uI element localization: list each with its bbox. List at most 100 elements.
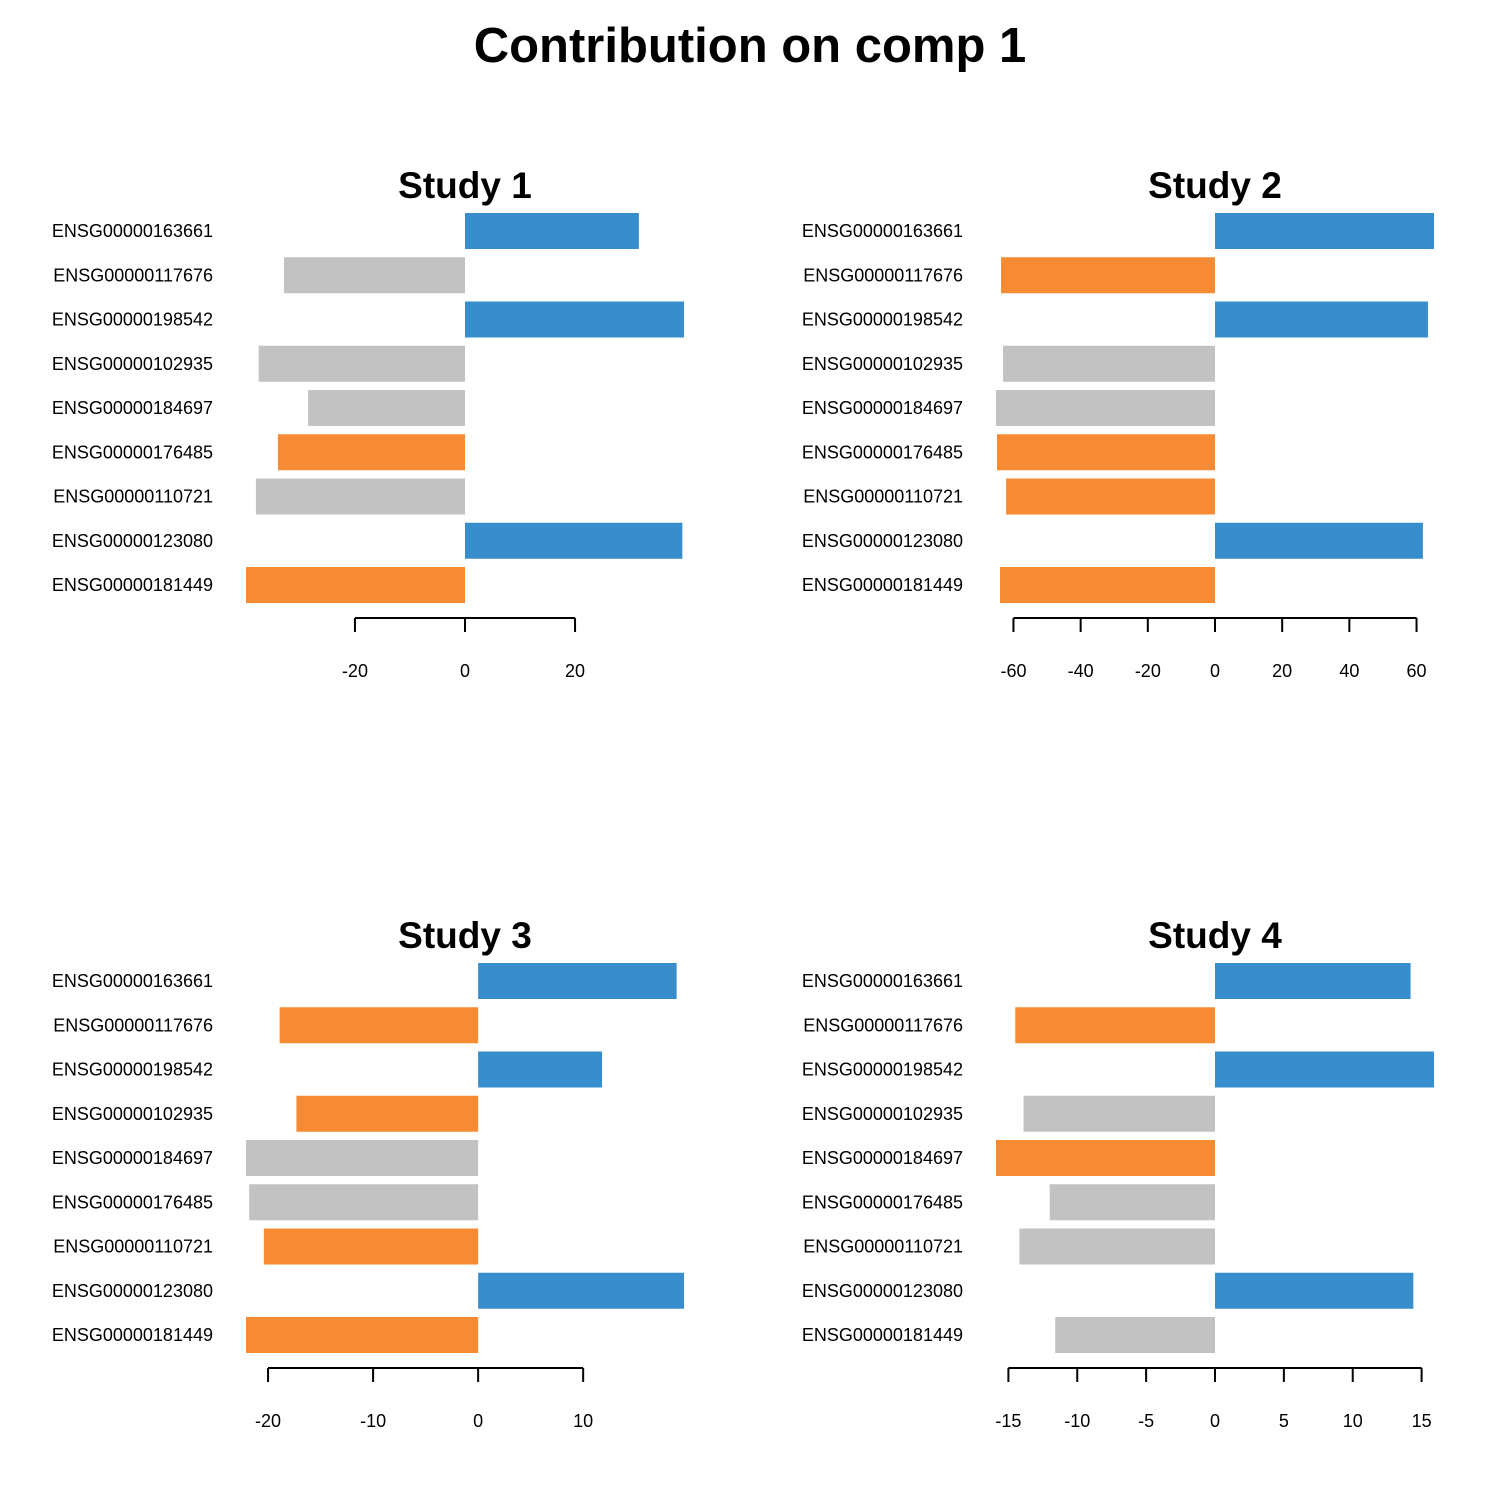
bar <box>255 478 465 515</box>
x-tick-label: -10 <box>360 1411 386 1431</box>
gene-label: ENSG00000102935 <box>802 1104 963 1124</box>
bar <box>465 301 684 338</box>
x-tick-label: 40 <box>1339 661 1359 681</box>
bar <box>1215 301 1428 338</box>
gene-label: ENSG00000110721 <box>803 1237 963 1257</box>
x-tick-label: -5 <box>1138 1411 1154 1431</box>
bar <box>308 390 465 426</box>
bar <box>1006 478 1215 515</box>
bar <box>246 567 465 603</box>
gene-label: ENSG00000163661 <box>802 971 963 991</box>
gene-label: ENSG00000163661 <box>52 221 213 241</box>
bar <box>465 522 683 559</box>
x-tick-label: 0 <box>460 661 470 681</box>
bar <box>279 1007 479 1044</box>
gene-label: ENSG00000163661 <box>52 971 213 991</box>
gene-label: ENSG00000117676 <box>53 1015 213 1035</box>
x-tick-label: -10 <box>1064 1411 1090 1431</box>
bar <box>1215 1272 1414 1309</box>
bar <box>996 1140 1215 1176</box>
gene-label: ENSG00000163661 <box>802 221 963 241</box>
bar <box>1000 567 1215 603</box>
gene-label: ENSG00000176485 <box>52 442 213 462</box>
gene-label: ENSG00000110721 <box>803 487 963 507</box>
x-tick-label: 20 <box>565 661 585 681</box>
gene-label: ENSG00000184697 <box>52 1148 213 1168</box>
bar <box>246 1140 479 1176</box>
panel-title: Study 1 <box>398 165 532 206</box>
x-tick-label: 0 <box>1210 661 1220 681</box>
bar <box>1003 345 1215 382</box>
x-tick-label: 0 <box>473 1411 483 1431</box>
bar <box>1001 257 1215 294</box>
gene-label: ENSG00000181449 <box>802 575 963 595</box>
bar <box>997 434 1215 471</box>
gene-label: ENSG00000117676 <box>803 1015 963 1035</box>
x-tick-label: 0 <box>1210 1411 1220 1431</box>
gene-label: ENSG00000123080 <box>802 531 963 551</box>
gene-label: ENSG00000198542 <box>802 310 963 330</box>
gene-label: ENSG00000181449 <box>802 1325 963 1345</box>
gene-label: ENSG00000102935 <box>802 354 963 374</box>
x-tick-label: 10 <box>1343 1411 1363 1431</box>
bar <box>1215 1051 1434 1088</box>
x-tick-label: -20 <box>342 661 368 681</box>
x-tick-label: -20 <box>255 1411 281 1431</box>
gene-label: ENSG00000181449 <box>52 1325 213 1345</box>
x-tick-label: -15 <box>995 1411 1021 1431</box>
x-tick-label: -60 <box>1000 661 1026 681</box>
x-tick-label: 20 <box>1272 661 1292 681</box>
bar <box>1023 1095 1215 1132</box>
bar <box>1215 522 1423 559</box>
gene-label: ENSG00000184697 <box>802 1148 963 1168</box>
panel-study-4: Study 4 ENSG00000163661 ENSG00000117676 ENS… <box>802 915 1434 1431</box>
panel-title: Study 4 <box>1148 915 1282 956</box>
x-tick-label: -40 <box>1068 661 1094 681</box>
panel-title: Study 3 <box>398 915 532 956</box>
panel-study-2: Study 2 ENSG00000163661 ENSG00000117676 ENS… <box>802 165 1434 681</box>
gene-label: ENSG00000123080 <box>52 531 213 551</box>
bar <box>296 1095 479 1132</box>
x-tick-label: -20 <box>1135 661 1161 681</box>
bar <box>1015 1007 1215 1044</box>
gene-label: ENSG00000117676 <box>53 265 213 285</box>
bar <box>1055 1317 1215 1353</box>
bar <box>1215 213 1434 249</box>
gene-label: ENSG00000117676 <box>803 265 963 285</box>
bar <box>465 213 639 249</box>
gene-label: ENSG00000176485 <box>802 442 963 462</box>
gene-label: ENSG00000123080 <box>52 1281 213 1301</box>
bar <box>283 257 465 294</box>
gene-label: ENSG00000184697 <box>802 398 963 418</box>
bar <box>1215 963 1411 999</box>
gene-label: ENSG00000198542 <box>52 1060 213 1080</box>
panel-study-1: Study 1 ENSG00000163661 ENSG00000117676 ENS… <box>52 165 684 681</box>
gene-label: ENSG00000110721 <box>53 1237 213 1257</box>
bar <box>258 345 465 382</box>
bar <box>1019 1228 1215 1265</box>
bar <box>478 963 677 999</box>
x-tick-label: 10 <box>573 1411 593 1431</box>
gene-label: ENSG00000123080 <box>802 1281 963 1301</box>
bar <box>277 434 465 471</box>
gene-label: ENSG00000181449 <box>52 575 213 595</box>
bar <box>996 390 1215 426</box>
bar <box>478 1272 684 1309</box>
bar <box>246 1317 479 1353</box>
bar <box>263 1228 479 1265</box>
gene-label: ENSG00000176485 <box>802 1192 963 1212</box>
gene-label: ENSG00000184697 <box>52 398 213 418</box>
panel-study-3: Study 3 ENSG00000163661 ENSG00000117676 ENS… <box>52 915 684 1431</box>
main-title: Contribution on comp 1 <box>473 19 1027 73</box>
gene-label: ENSG00000110721 <box>53 487 213 507</box>
panel-title: Study 2 <box>1148 165 1282 206</box>
gene-label: ENSG00000198542 <box>802 1060 963 1080</box>
gene-label: ENSG00000102935 <box>52 354 213 374</box>
bar <box>478 1051 603 1088</box>
gene-label: ENSG00000198542 <box>52 310 213 330</box>
gene-label: ENSG00000102935 <box>52 1104 213 1124</box>
x-tick-label: 15 <box>1412 1411 1432 1431</box>
bar <box>1049 1184 1215 1221</box>
bar <box>249 1184 479 1221</box>
